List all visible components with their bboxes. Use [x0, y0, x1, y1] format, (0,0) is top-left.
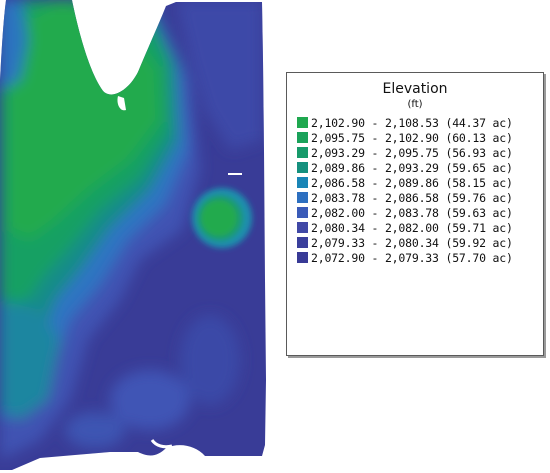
inlet-notch	[117, 96, 126, 111]
legend-item: 2,102.90 - 2,108.53 (44.37 ac)	[297, 115, 513, 130]
legend-label: 2,079.33 - 2,080.34 (59.92 ac)	[311, 235, 513, 250]
legend-item: 2,079.33 - 2,080.34 (59.92 ac)	[297, 235, 513, 250]
legend-item: 2,080.34 - 2,082.00 (59.71 ac)	[297, 220, 513, 235]
legend-label: 2,082.00 - 2,083.78 (59.63 ac)	[311, 205, 513, 220]
legend-label: 2,080.34 - 2,082.00 (59.71 ac)	[311, 220, 513, 235]
legend-swatch	[297, 207, 308, 218]
legend-unit: (ft)	[407, 99, 423, 110]
legend-swatch	[297, 252, 308, 263]
legend-label: 2,102.90 - 2,108.53 (44.37 ac)	[311, 115, 513, 130]
legend-swatch	[297, 147, 308, 158]
legend-label: 2,095.75 - 2,102.90 (60.13 ac)	[311, 130, 513, 145]
legend-item: 2,072.90 - 2,079.33 (57.70 ac)	[297, 250, 513, 265]
elevation-map	[0, 0, 266, 470]
legend-item: 2,095.75 - 2,102.90 (60.13 ac)	[297, 130, 513, 145]
legend-swatch	[297, 192, 308, 203]
field-marker	[228, 173, 242, 175]
legend-item: 2,086.58 - 2,089.86 (58.15 ac)	[297, 175, 513, 190]
legend-swatch	[297, 117, 308, 128]
field-surface	[0, 0, 266, 470]
bottom-notch	[150, 439, 173, 449]
legend-item: 2,089.86 - 2,093.29 (59.65 ac)	[297, 160, 513, 175]
legend-swatch	[297, 162, 308, 173]
legend-swatch	[297, 237, 308, 248]
legend-item: 2,082.00 - 2,083.78 (59.63 ac)	[297, 205, 513, 220]
legend-item: 2,093.29 - 2,095.75 (56.93 ac)	[297, 145, 513, 160]
legend-label: 2,093.29 - 2,095.75 (56.93 ac)	[311, 145, 513, 160]
legend-swatch	[297, 222, 308, 233]
legend-swatch	[297, 132, 308, 143]
legend-label: 2,072.90 - 2,079.33 (57.70 ac)	[311, 250, 513, 265]
legend-item: 2,083.78 - 2,086.58 (59.76 ac)	[297, 190, 513, 205]
legend-list: 2,102.90 - 2,108.53 (44.37 ac) 2,095.75 -…	[297, 115, 513, 265]
elevation-legend: Elevation (ft) 2,102.90 - 2,108.53 (44.3…	[286, 72, 544, 356]
legend-title: Elevation	[382, 81, 448, 97]
legend-label: 2,083.78 - 2,086.58 (59.76 ac)	[311, 190, 513, 205]
legend-swatch	[297, 177, 308, 188]
legend-label: 2,089.86 - 2,093.29 (59.65 ac)	[311, 160, 513, 175]
legend-label: 2,086.58 - 2,089.86 (58.15 ac)	[311, 175, 513, 190]
